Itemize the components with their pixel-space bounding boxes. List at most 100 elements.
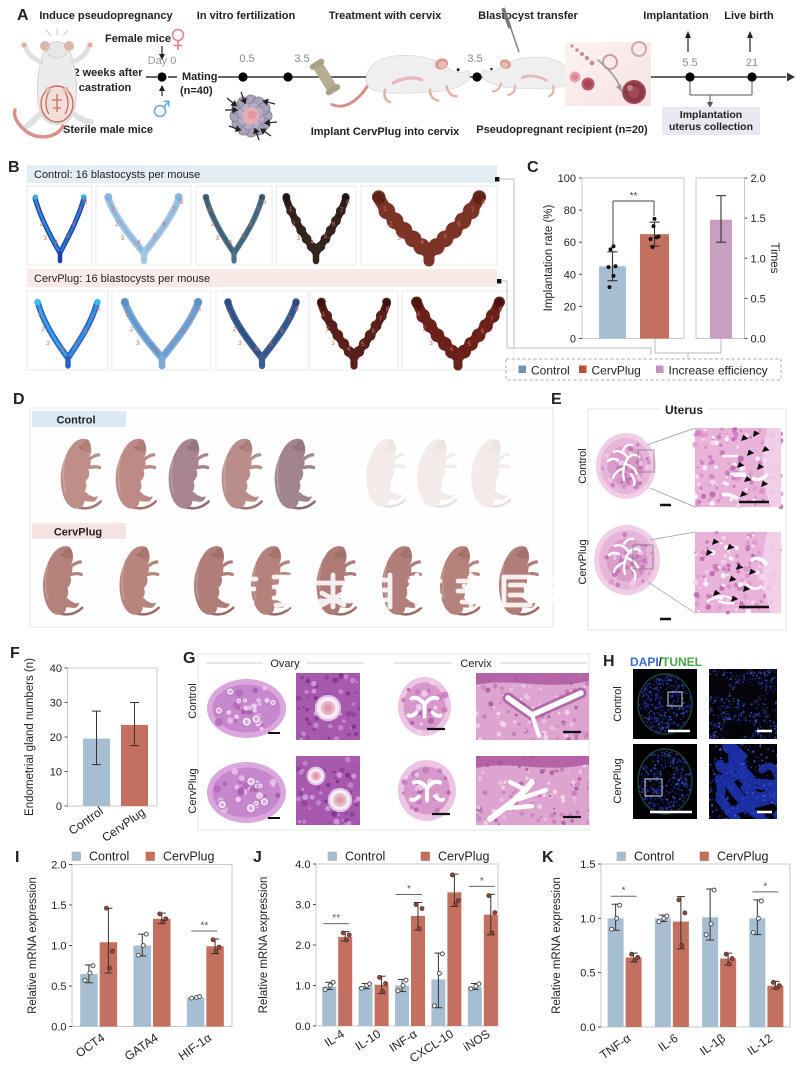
svg-text:Implant CervPlug into cervix: Implant CervPlug into cervix (311, 126, 460, 138)
svg-text:7: 7 (379, 316, 383, 323)
svg-text:7: 7 (471, 207, 475, 214)
svg-text:5: 5 (444, 233, 448, 240)
svg-text:20: 20 (50, 732, 62, 744)
svg-text:7: 7 (490, 316, 494, 323)
svg-text:21: 21 (746, 57, 758, 69)
svg-text:Treatment with cervix: Treatment with cervix (329, 10, 442, 22)
svg-text:8: 8 (180, 199, 184, 206)
svg-text:H: H (603, 653, 615, 670)
svg-text:*: * (407, 884, 411, 895)
svg-text:2: 2 (326, 326, 330, 333)
svg-text:2: 2 (389, 221, 393, 228)
svg-text:8: 8 (346, 199, 350, 206)
svg-text:1: 1 (208, 206, 212, 213)
svg-text:Control: Control (187, 683, 199, 718)
svg-text:Pseudopregnant recipient (n=20: Pseudopregnant recipient (n=20) (476, 124, 648, 136)
svg-text:8: 8 (499, 306, 503, 313)
svg-text:8: 8 (263, 199, 267, 206)
svg-text:3: 3 (136, 340, 140, 347)
svg-text:1: 1 (37, 311, 41, 318)
svg-text:4: 4 (255, 346, 259, 353)
svg-text:**: ** (630, 191, 638, 202)
svg-text:6: 6 (249, 221, 253, 228)
svg-text:4: 4 (54, 239, 58, 246)
svg-text:8: 8 (386, 306, 390, 313)
svg-text:0.5: 0.5 (51, 981, 66, 993)
svg-text:A: A (17, 7, 29, 24)
svg-text:Control: Control (531, 364, 570, 378)
svg-text:80: 80 (564, 205, 576, 217)
svg-text:Implantation: Implantation (680, 109, 742, 121)
svg-text:4: 4 (228, 239, 232, 246)
svg-text:CervPlug: CervPlug (577, 539, 589, 584)
svg-text:5: 5 (324, 233, 328, 240)
svg-text:0.5: 0.5 (239, 53, 254, 65)
svg-text:Control: Control (345, 850, 385, 864)
svg-text:*: * (622, 886, 626, 897)
svg-text:7: 7 (78, 207, 82, 214)
svg-text:2: 2 (115, 221, 119, 228)
svg-text:Control: 16 blastocysts per mo: Control: 16 blastocysts per mouse (34, 169, 200, 181)
svg-text:3: 3 (331, 340, 335, 347)
svg-text:5: 5 (65, 233, 69, 240)
svg-text:3: 3 (43, 235, 47, 242)
svg-text:7: 7 (90, 316, 94, 323)
svg-text:8: 8 (96, 306, 100, 313)
svg-text:0.5: 0.5 (751, 293, 766, 305)
svg-text:7: 7 (172, 207, 176, 214)
svg-text:8: 8 (84, 199, 88, 206)
svg-text:0.0: 0.0 (51, 1022, 66, 1034)
svg-text:K: K (542, 849, 554, 866)
svg-text:2 weeks after: 2 weeks after (73, 67, 143, 79)
svg-text:6: 6 (372, 328, 376, 335)
svg-text:2: 2 (233, 326, 237, 333)
svg-text:3: 3 (46, 340, 50, 347)
svg-text:3.5: 3.5 (467, 53, 482, 65)
svg-text:1.0: 1.0 (51, 941, 66, 953)
svg-text:10: 10 (50, 767, 62, 779)
svg-text:3: 3 (121, 235, 125, 242)
svg-text:5: 5 (153, 233, 157, 240)
svg-text:4: 4 (154, 346, 158, 353)
svg-text:1: 1 (417, 311, 421, 318)
svg-text:3: 3 (297, 235, 301, 242)
svg-text:3.0: 3.0 (295, 900, 310, 912)
svg-text:*: * (763, 881, 767, 892)
svg-text:2: 2 (292, 221, 296, 228)
svg-text:Relative mRNA expression: Relative mRNA expression (551, 877, 563, 1014)
svg-text:30: 30 (50, 698, 62, 710)
svg-text:1.0: 1.0 (751, 253, 766, 265)
svg-text:Cervix: Cervix (460, 658, 492, 670)
svg-text:4: 4 (420, 239, 424, 246)
svg-text:CervPlug: CervPlug (54, 527, 102, 539)
svg-text:2.0: 2.0 (295, 940, 310, 952)
svg-text:6: 6 (72, 221, 76, 228)
svg-text:5: 5 (467, 341, 471, 348)
svg-text:1: 1 (384, 206, 388, 213)
svg-text:6: 6 (481, 328, 485, 335)
svg-text:1: 1 (289, 206, 293, 213)
svg-text:1.0: 1.0 (580, 913, 595, 925)
svg-text:0: 0 (56, 801, 62, 813)
svg-text:5: 5 (74, 341, 78, 348)
svg-text:4: 4 (347, 346, 351, 353)
svg-text:8: 8 (482, 199, 486, 206)
svg-text:F: F (10, 645, 20, 662)
svg-text:1.5: 1.5 (751, 213, 766, 225)
svg-text:Endometrial gland numbers (n): Endometrial gland numbers (n) (24, 658, 36, 816)
svg-text:6: 6 (280, 328, 284, 335)
svg-text:Induce pseudopregnancy: Induce pseudopregnancy (39, 10, 173, 22)
svg-text:7: 7 (340, 207, 344, 214)
svg-text:1: 1 (321, 311, 325, 318)
svg-text:Implantation rate (%): Implantation rate (%) (543, 204, 555, 311)
svg-text:**: ** (200, 921, 208, 932)
svg-text:8: 8 (197, 306, 201, 313)
svg-text:2: 2 (211, 221, 215, 228)
svg-text:(n=40): (n=40) (180, 85, 213, 97)
svg-text:4: 4 (310, 239, 314, 246)
svg-text:Relative mRNA expression: Relative mRNA expression (27, 877, 39, 1014)
svg-text:Relative mRNA expression: Relative mRNA expression (258, 877, 270, 1014)
svg-text:6: 6 (181, 328, 185, 335)
svg-text:7: 7 (189, 316, 193, 323)
svg-text:CervPlug: CervPlug (717, 850, 768, 864)
